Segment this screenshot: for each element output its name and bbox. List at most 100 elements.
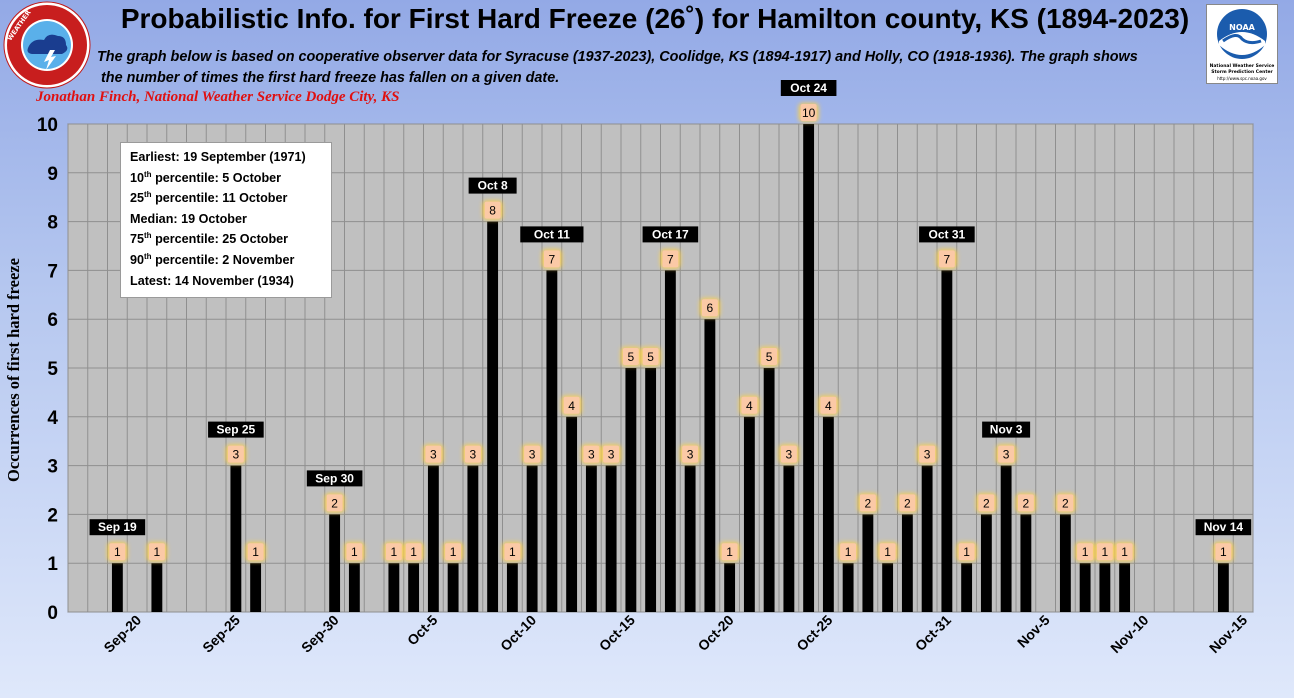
y-tick-label: 10	[37, 115, 58, 136]
stat-latest: Latest: 14 November (1934)	[130, 273, 294, 288]
data-label-box	[583, 445, 600, 463]
bar	[822, 416, 834, 612]
bar	[704, 319, 716, 612]
bar	[467, 465, 479, 612]
data-label: 3	[924, 448, 931, 462]
data-label: 7	[944, 252, 951, 266]
bar	[724, 563, 736, 612]
data-label: 4	[746, 399, 753, 413]
y-tick-label: 4	[47, 408, 58, 429]
data-label-box	[780, 445, 797, 463]
data-label-box	[978, 494, 995, 512]
bar	[546, 270, 558, 612]
noaa-caption-1: National Weather Service	[1209, 64, 1275, 69]
data-label-box	[405, 543, 422, 561]
noaa-emblem-icon: NOAA	[1217, 9, 1267, 59]
callout-box	[1195, 519, 1252, 536]
data-label: 2	[331, 496, 338, 510]
callout-label: Oct 8	[478, 179, 508, 193]
data-label: 1	[884, 545, 891, 559]
callout-box	[208, 421, 264, 438]
callout-label: Nov 14	[1204, 520, 1244, 534]
data-label-box	[701, 299, 718, 317]
data-label: 3	[786, 448, 793, 462]
y-tick-label: 5	[47, 359, 58, 380]
callout-box	[982, 421, 1031, 438]
data-label: 1	[252, 545, 259, 559]
data-label-box	[642, 348, 659, 365]
x-tick-label: Sep-20	[100, 612, 144, 656]
callout-label: Oct 24	[790, 81, 827, 95]
stat-p90: 90th percentile: 2 November	[130, 251, 295, 267]
stats-box: Earliest: 19 September (1971) 10th perce…	[120, 142, 332, 298]
bar	[664, 270, 676, 612]
bar	[329, 514, 341, 612]
data-label-box	[247, 543, 264, 561]
bar	[506, 563, 518, 612]
data-label: 5	[766, 350, 773, 364]
data-label-box	[109, 543, 126, 561]
x-tick-label: Nov-10	[1107, 612, 1151, 656]
bar	[1059, 514, 1071, 612]
stat-p25: 25th percentile: 11 October	[130, 190, 288, 206]
data-label: 1	[1082, 545, 1089, 559]
data-label: 3	[588, 448, 595, 462]
callout-label: Sep 30	[315, 471, 354, 485]
x-tick-label: Nov-15	[1206, 612, 1250, 656]
data-label-box	[800, 104, 817, 121]
bar	[862, 514, 874, 612]
data-label: 4	[568, 399, 575, 413]
data-label-box	[484, 201, 501, 219]
y-tick-label: 7	[47, 261, 58, 282]
bar	[803, 124, 815, 612]
callout-label: Sep 19	[98, 520, 137, 534]
data-label: 7	[549, 252, 556, 266]
subtitle-line-1: The graph below is based on cooperative …	[97, 49, 1138, 65]
data-label-box	[425, 445, 442, 463]
data-label: 10	[802, 106, 816, 120]
bar	[487, 221, 499, 612]
callout-box	[642, 226, 699, 243]
y-tick-label: 0	[47, 603, 58, 624]
data-label-box	[543, 250, 560, 268]
stat-p10: 10th percentile: 5 October	[130, 169, 282, 185]
bar	[980, 514, 992, 612]
data-label: 1	[450, 545, 457, 559]
bar	[230, 465, 242, 612]
author-credit: Jonathan Finch, National Weather Service…	[36, 89, 400, 105]
data-label-box	[820, 396, 837, 414]
data-label-box	[1215, 543, 1232, 561]
bar	[961, 563, 973, 612]
data-label: 1	[351, 545, 358, 559]
x-tick-label: Oct-20	[695, 612, 737, 654]
callout-box	[89, 519, 146, 536]
callout-box	[919, 226, 975, 243]
stat-median: Median: 19 October	[130, 211, 247, 226]
bar	[743, 416, 755, 612]
bar	[585, 465, 597, 612]
data-label: 3	[470, 448, 477, 462]
data-label-box	[622, 348, 639, 365]
data-label: 6	[707, 301, 714, 315]
data-label: 1	[154, 545, 161, 559]
data-label: 3	[529, 448, 536, 462]
data-label: 2	[1023, 496, 1030, 510]
callout-box	[780, 80, 837, 96]
data-label-box	[148, 543, 165, 561]
nws-logo: WEATHER	[3, 1, 91, 89]
chart-title: Probabilistic Info. for First Hard Freez…	[120, 3, 1190, 34]
data-label-box	[879, 543, 896, 561]
bar	[447, 563, 459, 612]
data-label-box	[563, 396, 580, 414]
data-label: 5	[647, 350, 654, 364]
bar	[763, 368, 775, 612]
y-tick-label: 1	[47, 554, 58, 575]
bar	[882, 563, 894, 612]
data-label: 1	[410, 545, 417, 559]
data-label-box	[761, 348, 778, 365]
data-label-box	[1057, 494, 1074, 512]
x-tick-label: Oct-10	[497, 612, 539, 654]
bar	[605, 465, 617, 612]
bar	[1119, 563, 1131, 612]
